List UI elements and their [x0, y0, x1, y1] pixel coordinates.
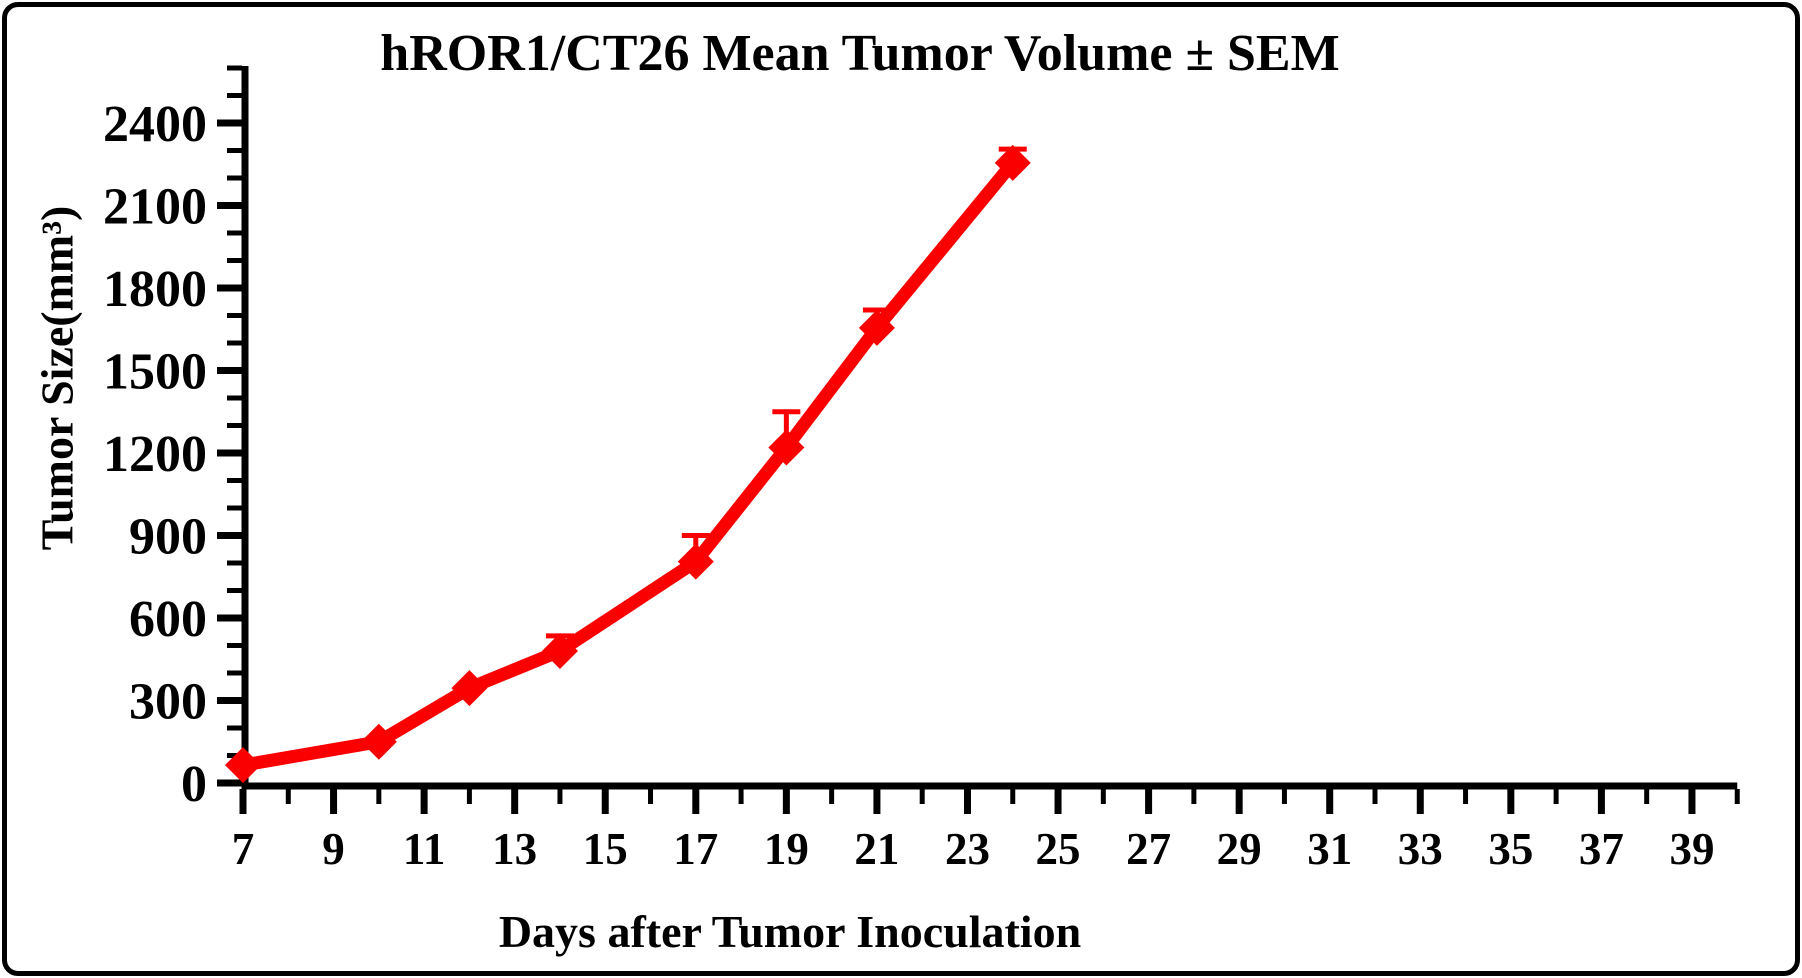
- chart-title: hROR1/CT26 Mean Tumor Volume ± SEM: [380, 25, 1340, 82]
- x-tick-label: 29: [1217, 824, 1262, 874]
- data-point-marker: [225, 747, 261, 784]
- y-tick-label: 2400: [103, 96, 207, 153]
- x-tick-label: 25: [1036, 824, 1081, 874]
- series-line: [236, 156, 1020, 772]
- data-point-marker: [360, 723, 397, 760]
- data-point-marker: [994, 144, 1031, 181]
- x-tick-label: 7: [232, 824, 255, 874]
- data-point-marker: [858, 309, 895, 346]
- data-point-marker: [451, 670, 488, 707]
- x-tick-label: 27: [1126, 824, 1171, 874]
- y-tick-label: 1500: [103, 344, 207, 401]
- x-tick-label: 33: [1398, 824, 1443, 874]
- data-point-marker: [541, 633, 578, 669]
- x-tick-label: 13: [492, 824, 537, 874]
- data-point-marker: [677, 543, 714, 580]
- x-tick-label: 31: [1307, 824, 1352, 874]
- x-tick-label: 19: [764, 824, 809, 874]
- x-tick-label: 11: [403, 824, 446, 874]
- y-tick-label: 1200: [103, 426, 207, 483]
- y-tick-label: 600: [129, 591, 207, 648]
- y-tick-label: 900: [129, 509, 207, 566]
- x-tick-label: 15: [583, 824, 628, 874]
- y-tick-label: 300: [129, 674, 207, 731]
- x-axis-title: Days after Tumor Inoculation: [498, 906, 1082, 957]
- y-tick-label: 0: [181, 756, 207, 813]
- x-tick-label: 39: [1669, 824, 1714, 874]
- y-tick-label: 1800: [103, 261, 207, 318]
- x-tick-label: 37: [1579, 824, 1624, 874]
- x-tick-label: 21: [854, 824, 899, 874]
- x-tick-label: 17: [673, 824, 718, 874]
- x-tick-label: 23: [945, 824, 990, 874]
- x-tick-label: 35: [1488, 824, 1533, 874]
- y-tick-label: 2100: [103, 179, 207, 236]
- x-tick-label: 9: [322, 824, 345, 874]
- data-point-marker: [768, 429, 805, 466]
